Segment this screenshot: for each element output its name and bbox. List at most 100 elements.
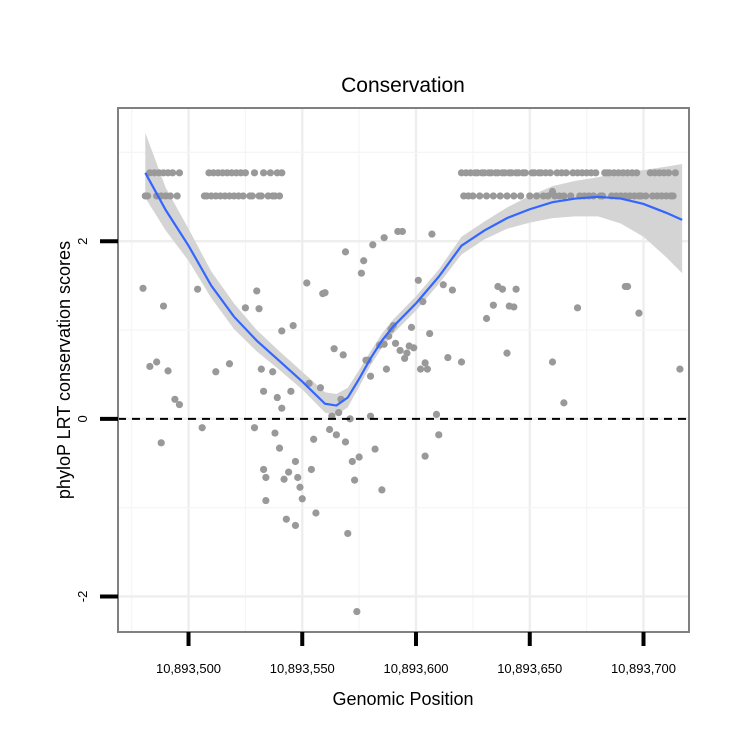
data-point: [369, 241, 377, 249]
data-point: [321, 289, 329, 297]
data-point: [255, 305, 263, 313]
data-point: [335, 409, 343, 417]
y-axis: -2 0 2: [75, 238, 118, 602]
data-point: [664, 169, 673, 177]
data-point: [357, 269, 366, 277]
data-point: [278, 169, 286, 177]
data-point: [546, 169, 554, 177]
data-point: [573, 304, 582, 312]
data-point: [544, 192, 552, 200]
data-point: [457, 358, 466, 366]
data-point: [341, 248, 350, 256]
data-point: [278, 327, 286, 335]
x-tick-label: 10,893,700: [611, 661, 676, 676]
data-point: [344, 529, 352, 538]
data-point: [316, 384, 325, 392]
data-point: [157, 439, 165, 447]
smooth-line: [144, 172, 683, 407]
data-point: [273, 393, 281, 402]
data-point: [380, 234, 388, 242]
data-point: [291, 521, 300, 530]
data-point: [482, 192, 491, 200]
data-point: [398, 227, 406, 236]
data-point: [532, 192, 541, 200]
data-point: [517, 192, 525, 200]
data-point: [503, 192, 511, 200]
data-point: [175, 401, 184, 409]
x-tick-label: 10,893,600: [383, 661, 448, 676]
data-point: [275, 444, 284, 452]
data-point: [289, 321, 297, 330]
data-point: [350, 476, 359, 484]
data-point: [560, 192, 568, 200]
data-point: [248, 192, 256, 200]
data-point: [403, 349, 411, 357]
data-point: [489, 192, 497, 200]
data-point: [360, 257, 368, 265]
data-point: [346, 415, 354, 423]
data-point: [671, 169, 679, 177]
y-axis-label: phyloP LRT conservation scores: [54, 241, 74, 499]
data-point: [510, 192, 518, 200]
data-point: [396, 346, 404, 355]
data-point: [419, 298, 427, 306]
data-point: [476, 192, 484, 200]
data-point: [635, 309, 643, 317]
data-point: [330, 345, 338, 353]
data-point: [410, 344, 418, 352]
data-point: [526, 192, 534, 200]
data-point: [521, 169, 529, 177]
data-point: [489, 301, 497, 309]
data-point: [257, 192, 265, 200]
data-point: [676, 365, 684, 373]
data-point: [275, 192, 284, 200]
data-point: [623, 282, 632, 291]
data-point: [259, 387, 268, 395]
data-point: [448, 286, 457, 294]
x-tick-label: 10,893,550: [270, 661, 335, 676]
data-point: [562, 169, 570, 177]
data-point: [164, 367, 172, 375]
data-point: [391, 339, 400, 347]
panel-border: [117, 107, 690, 633]
x-tick-label: 10,893,650: [497, 661, 562, 676]
data-point: [669, 192, 677, 200]
data-point: [423, 365, 431, 373]
data-point: [407, 323, 416, 331]
scatter-points: [139, 169, 684, 616]
data-point: [166, 192, 174, 200]
x-tick-label: 10,893,500: [156, 661, 221, 676]
data-point: [262, 473, 270, 482]
data-point: [241, 304, 249, 312]
data-point: [310, 435, 318, 443]
data-point: [198, 424, 206, 432]
data-point: [271, 429, 279, 437]
data-point: [512, 285, 520, 293]
data-point: [567, 192, 575, 200]
data-point: [153, 358, 161, 366]
data-point: [294, 473, 302, 482]
data-point: [194, 285, 202, 293]
data-point: [159, 302, 168, 310]
data-point: [212, 368, 220, 376]
data-point: [259, 169, 268, 177]
data-point: [633, 169, 641, 177]
data-point: [143, 192, 152, 200]
data-point: [173, 192, 181, 200]
data-point: [257, 365, 265, 373]
data-point: [291, 457, 300, 466]
data-point: [332, 431, 340, 439]
data-point: [439, 281, 447, 289]
chart-title: Conservation: [341, 74, 465, 97]
data-point: [266, 169, 275, 177]
data-point: [421, 452, 429, 460]
data-point: [469, 192, 477, 200]
data-point: [498, 285, 507, 293]
x-axis: 10,893,500 10,893,550 10,893,600 10,893,650…: [156, 632, 676, 676]
data-point: [285, 468, 293, 476]
data-point: [139, 284, 147, 292]
data-point: [503, 349, 511, 357]
data-point: [348, 457, 356, 466]
data-point: [296, 483, 304, 491]
data-point: [421, 359, 429, 367]
